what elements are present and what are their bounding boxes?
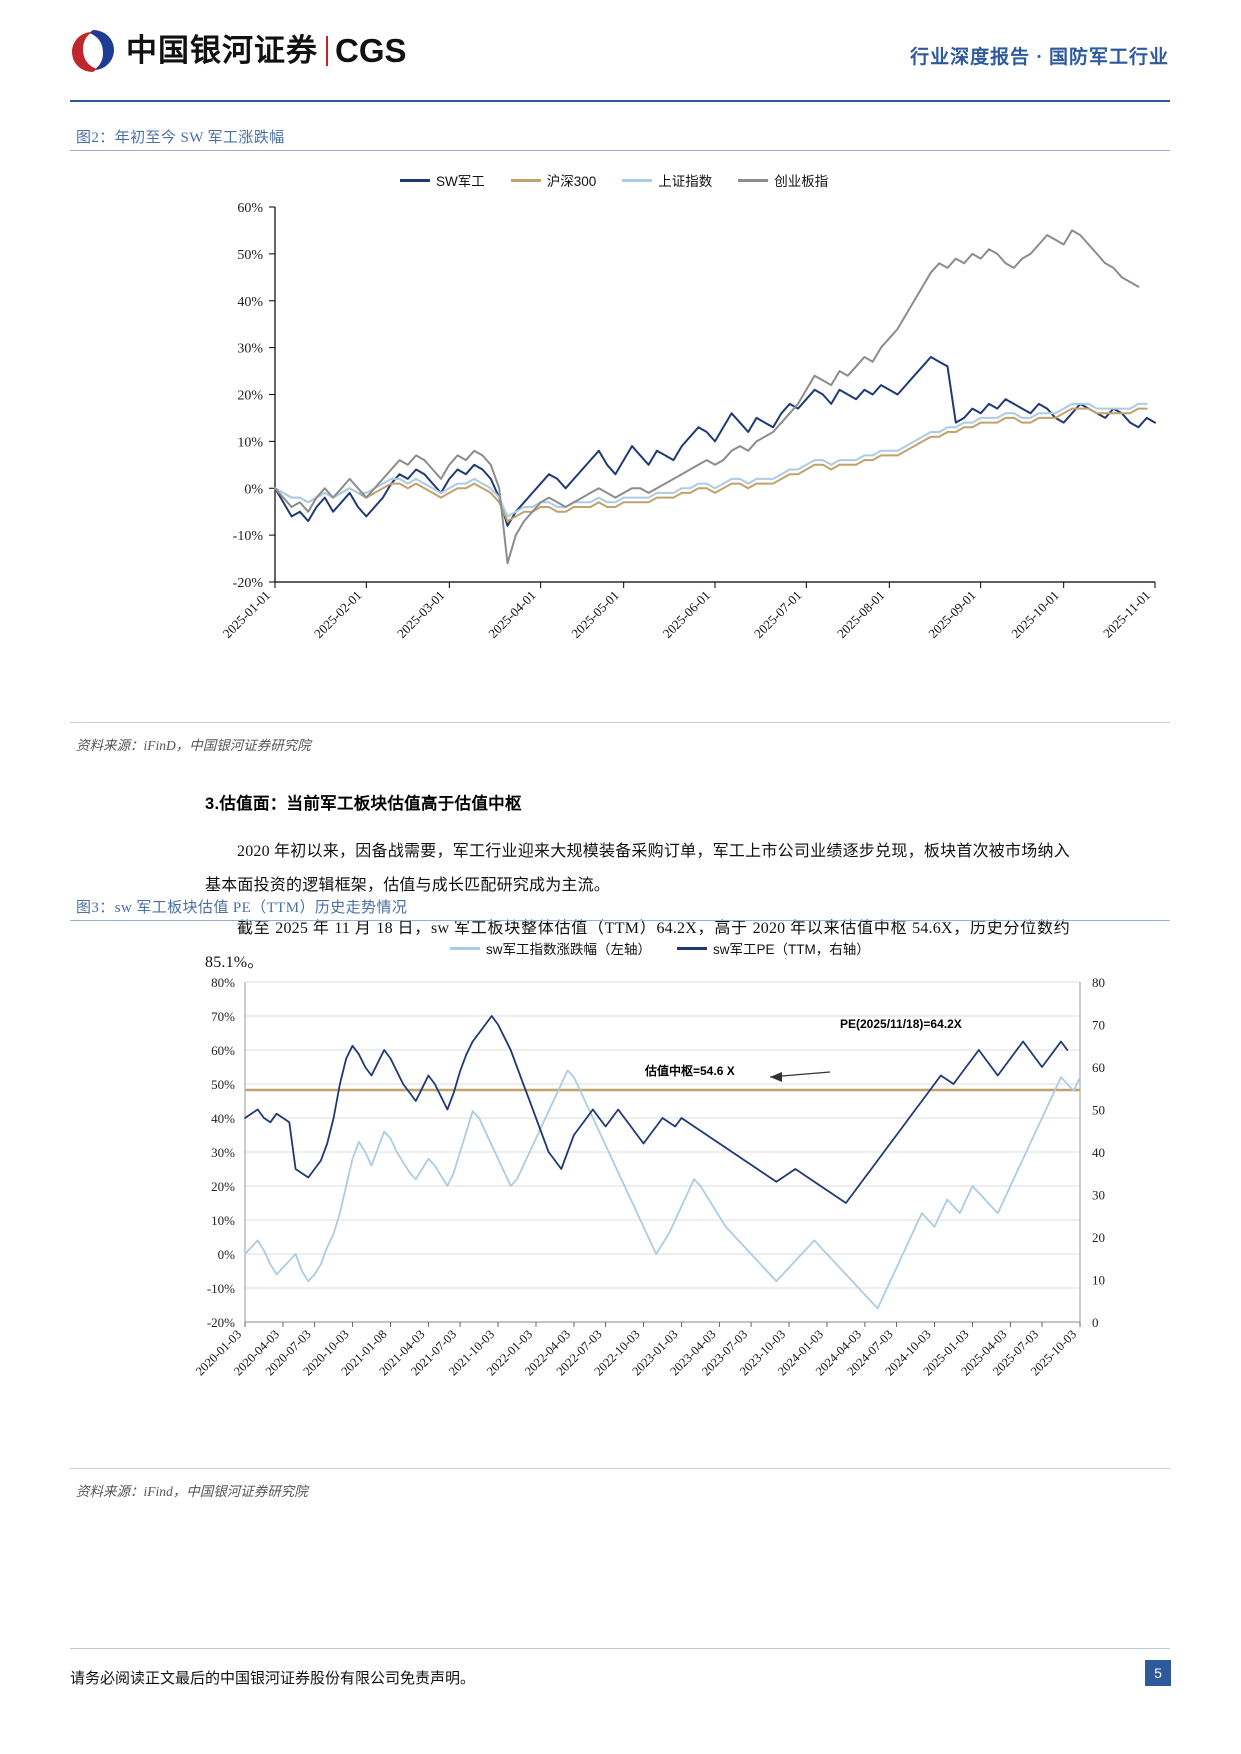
svg-text:60: 60 bbox=[1092, 1060, 1105, 1075]
company-logo: 中国银河证券 CGS bbox=[70, 28, 407, 74]
figure3-plot: -20% -10% 0% 10% 20% 30% 40% 50% 60% 70% 80% 0 10 20 3… bbox=[193, 975, 1105, 1378]
legend-swatch-icon bbox=[738, 178, 769, 182]
svg-text:10%: 10% bbox=[211, 1213, 235, 1228]
svg-text:2025-07-01: 2025-07-01 bbox=[751, 588, 805, 642]
section3-heading: 3.估值面：当前军工板块估值高于估值中枢 bbox=[205, 795, 522, 813]
svg-text:0%: 0% bbox=[244, 482, 263, 497]
figure3-source-rule bbox=[70, 1468, 1170, 1469]
svg-text:2025-05-01: 2025-05-01 bbox=[568, 588, 622, 642]
legend-label: 沪深300 bbox=[546, 174, 597, 189]
svg-text:2025-08-01: 2025-08-01 bbox=[834, 588, 888, 642]
figure3-center-annotation: 估值中枢=54.6 X bbox=[645, 1064, 735, 1078]
legend-swatch-icon bbox=[510, 178, 541, 182]
page-number-badge: 5 bbox=[1145, 1660, 1171, 1686]
svg-text:50%: 50% bbox=[211, 1077, 235, 1092]
section3-paragraph-2: 截至 2025 年 11 月 18 日，sw 军工板块整体估值（TTM）64.2… bbox=[205, 920, 1070, 971]
svg-text:50: 50 bbox=[1092, 1103, 1105, 1118]
svg-text:-10%: -10% bbox=[233, 529, 264, 544]
svg-text:2025-09-01: 2025-09-01 bbox=[925, 588, 979, 642]
svg-text:2025-10-01: 2025-10-01 bbox=[1008, 588, 1062, 642]
svg-text:30: 30 bbox=[1092, 1188, 1105, 1203]
legend-label: SW军工 bbox=[436, 174, 485, 189]
figure2-caption-rule bbox=[70, 150, 1170, 151]
svg-text:40: 40 bbox=[1092, 1145, 1105, 1160]
svg-text:40%: 40% bbox=[237, 295, 263, 310]
legend-item-1: sw军工PE（TTM，右轴） bbox=[677, 938, 870, 958]
legend-swatch-icon bbox=[622, 178, 653, 182]
legend-label: 创业板指 bbox=[774, 174, 829, 189]
svg-text:0%: 0% bbox=[218, 1247, 236, 1262]
page-header: 中国银河证券 CGS 行业深度报告 · 国防军工行业 bbox=[0, 0, 1241, 102]
logo-brand-en: CGS bbox=[335, 32, 407, 69]
figure2-caption: 图2：年初至今 SW 军工涨跌幅 bbox=[76, 130, 285, 146]
svg-text:80%: 80% bbox=[211, 975, 235, 990]
legend-label: sw军工指数涨跌幅（左轴） bbox=[486, 942, 651, 957]
figure2-legend: SW军工 沪深300 上证指数 创业板指 bbox=[400, 170, 828, 190]
svg-text:2025-11-01: 2025-11-01 bbox=[1100, 588, 1153, 641]
figure3-chart: sw军工指数涨跌幅（左轴） sw军工PE（TTM，右轴） -20% -10% 0% 10… bbox=[70, 922, 1170, 1467]
legend-item-3: 创业板指 bbox=[738, 170, 828, 190]
svg-text:2025-04-01: 2025-04-01 bbox=[485, 588, 539, 642]
legend-label: 上证指数 bbox=[658, 174, 713, 189]
svg-text:70%: 70% bbox=[211, 1009, 235, 1024]
header-divider bbox=[70, 100, 1170, 102]
svg-text:60%: 60% bbox=[211, 1043, 235, 1058]
legend-item-2: 上证指数 bbox=[622, 170, 712, 190]
legend-item-0: SW军工 bbox=[400, 170, 485, 190]
svg-text:40%: 40% bbox=[211, 1111, 235, 1126]
svg-text:20%: 20% bbox=[237, 389, 263, 404]
svg-text:10: 10 bbox=[1092, 1273, 1105, 1288]
figure3-legend: sw军工指数涨跌幅（左轴） sw军工PE（TTM，右轴） bbox=[450, 938, 870, 958]
svg-text:30%: 30% bbox=[237, 342, 263, 357]
svg-text:20: 20 bbox=[1092, 1230, 1105, 1245]
figure3-pe-annotation: PE(2025/11/18)=64.2X bbox=[840, 1017, 962, 1031]
svg-text:20%: 20% bbox=[211, 1179, 235, 1194]
svg-text:80: 80 bbox=[1092, 975, 1105, 990]
figure3-caption-rule bbox=[70, 920, 1170, 921]
svg-text:2025-06-01: 2025-06-01 bbox=[660, 588, 714, 642]
svg-text:-20%: -20% bbox=[207, 1315, 235, 1330]
figure2-source-rule bbox=[70, 722, 1170, 723]
figure3-source: 资料来源：iFind，中国银河证券研究院 bbox=[76, 1484, 308, 1499]
svg-text:-20%: -20% bbox=[233, 576, 264, 591]
section3-paragraph-1: 2020 年初以来，因备战需要，军工行业迎来大规模装备采购订单，军工上市公司业绩… bbox=[205, 843, 1070, 894]
figure3-caption: 图3：sw 军工板块估值 PE（TTM）历史走势情况 bbox=[76, 900, 408, 916]
legend-item-1: 沪深300 bbox=[510, 170, 597, 190]
svg-text:2025-02-01: 2025-02-01 bbox=[311, 588, 365, 642]
legend-item-0: sw军工指数涨跌幅（左轴） bbox=[450, 938, 651, 958]
galaxy-securities-logo-icon bbox=[72, 30, 114, 72]
legend-swatch-icon bbox=[450, 946, 480, 950]
figure2-plot: -20% -10% 0% 10% 20% 30% 40% 50% 60% 2025-01-01 20… bbox=[220, 201, 1156, 642]
svg-text:10%: 10% bbox=[237, 435, 263, 450]
footer-divider bbox=[70, 1648, 1170, 1649]
svg-text:-10%: -10% bbox=[207, 1281, 235, 1296]
legend-label: sw军工PE（TTM，右轴） bbox=[713, 942, 870, 957]
header-report-title: 行业深度报告 · 国防军工行业 bbox=[910, 47, 1169, 68]
svg-text:0: 0 bbox=[1092, 1315, 1099, 1330]
figure2-source: 资料来源：iFinD，中国银河证券研究院 bbox=[76, 738, 311, 753]
svg-text:70: 70 bbox=[1092, 1018, 1105, 1033]
svg-text:2025-03-01: 2025-03-01 bbox=[394, 588, 448, 642]
footer-disclaimer: 请务必阅读正文最后的中国银河证券股份有限公司免责声明。 bbox=[70, 1671, 476, 1687]
svg-text:50%: 50% bbox=[237, 248, 263, 263]
figure2-chart: SW军工 沪深300 上证指数 创业板指 -20% -10% 0% 10% 20% 30% 40%… bbox=[70, 152, 1170, 712]
svg-text:2025-01-01: 2025-01-01 bbox=[220, 588, 274, 642]
svg-text:30%: 30% bbox=[211, 1145, 235, 1160]
svg-text:60%: 60% bbox=[237, 201, 263, 216]
logo-divider bbox=[326, 36, 328, 66]
legend-swatch-icon bbox=[677, 946, 707, 950]
logo-brand-cn: 中国银河证券 bbox=[126, 33, 318, 68]
legend-swatch-icon bbox=[400, 178, 430, 182]
